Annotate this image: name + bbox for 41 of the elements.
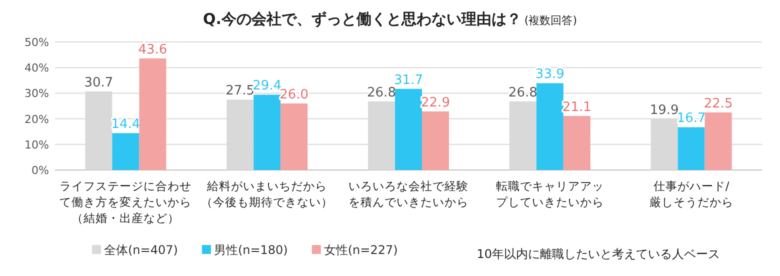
data-label: 19.9 bbox=[650, 103, 679, 118]
text: 10年以内に離職したいと考えている人ベース bbox=[476, 247, 720, 261]
data-label: 27.5 bbox=[226, 84, 255, 99]
data-label: 31.7 bbox=[394, 72, 423, 88]
legend-label: 全体(n=407) bbox=[104, 243, 178, 257]
data-label: 22.9 bbox=[421, 95, 450, 110]
y-tick-label: 20% bbox=[24, 112, 49, 126]
x-tick-label: 転職でキャリアアップしていきたいから bbox=[496, 179, 604, 209]
x-tick-label: 給料がいまいちだから（今後も期待できない） bbox=[201, 179, 334, 209]
chart-title: Q.今の会社で、ずっと働くと思わない理由は？ bbox=[202, 10, 522, 28]
data-label: 26.8 bbox=[508, 85, 538, 100]
y-tick-label: 50% bbox=[24, 36, 49, 49]
x-tick-label: 仕事がハード/厳しそうだから bbox=[649, 179, 734, 209]
y-tick-label: 0% bbox=[32, 164, 49, 177]
bar bbox=[254, 94, 281, 170]
y-tick-label: 40% bbox=[24, 62, 49, 75]
data-label: 43.6 bbox=[138, 42, 168, 58]
data-label: 29.4 bbox=[252, 78, 282, 94]
bar bbox=[395, 88, 422, 170]
bar bbox=[139, 58, 166, 170]
bar bbox=[678, 127, 705, 170]
bar bbox=[112, 133, 140, 170]
data-label: 22.5 bbox=[704, 96, 733, 112]
y-tick-label: 10% bbox=[24, 138, 49, 152]
legend-label: 男性(n=180) bbox=[214, 243, 288, 257]
bar bbox=[563, 116, 590, 170]
x-tick-label: ライフステージに合わせて働き方を変えたいから（結婚・出産など） bbox=[60, 179, 192, 225]
y-tick-label: 30% bbox=[24, 87, 49, 100]
legend-label: 女性(n=227) bbox=[324, 243, 398, 257]
data-label: 33.9 bbox=[535, 67, 564, 82]
bar bbox=[280, 103, 308, 170]
chart-subtitle: (複数回答) bbox=[524, 14, 578, 27]
bar bbox=[704, 112, 732, 170]
bar bbox=[536, 83, 564, 170]
data-label: 30.7 bbox=[84, 75, 114, 90]
bar bbox=[422, 111, 449, 170]
data-label: 16.7 bbox=[676, 111, 706, 126]
data-label: 26.0 bbox=[280, 87, 309, 102]
data-label: 26.8 bbox=[367, 85, 396, 100]
data-label: 14.4 bbox=[111, 117, 140, 132]
x-tick-label: いろいろな会社で経験を積んでいきたいから bbox=[348, 179, 468, 209]
